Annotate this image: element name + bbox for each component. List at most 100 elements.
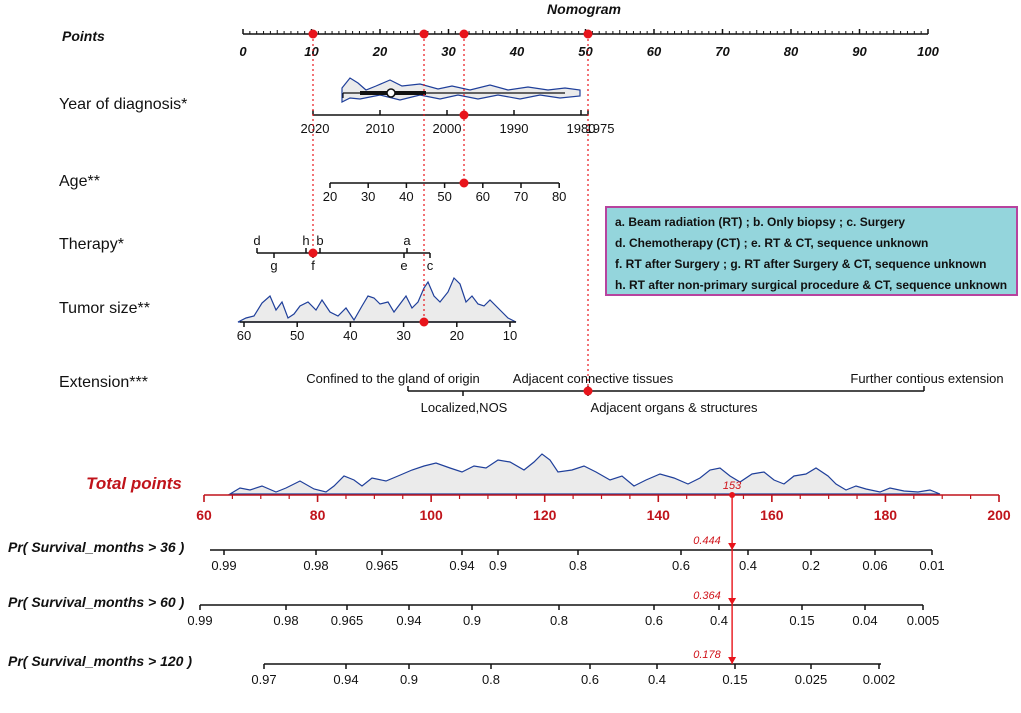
tumor-size-tick-label-1: 50	[290, 328, 304, 343]
outcome-1-tick-label-8: 0.15	[789, 613, 814, 628]
outcome-0-tick-label-2: 0.965	[366, 558, 399, 573]
therapy-top-label-1: h	[302, 233, 309, 248]
outcome-0-tick-label-8: 0.2	[802, 558, 820, 573]
extension-bottom-label-1: Adjacent organs & structures	[591, 400, 758, 415]
outcome-2-tick-label-6: 0.15	[722, 672, 747, 687]
outcome-0-tick-label-4: 0.9	[489, 558, 507, 573]
age-tick-label-5: 70	[514, 189, 528, 204]
legend-line-2: d. Chemotherapy (CT) ; e. RT & CT, seque…	[615, 236, 929, 250]
points-tick-label-9: 90	[852, 44, 867, 59]
outcome-0-tick-label-1: 0.98	[303, 558, 328, 573]
age-patient-marker	[459, 178, 469, 188]
outcome-0-tick-label-7: 0.4	[739, 558, 757, 573]
outcome-2-tick-label-0: 0.97	[251, 672, 276, 687]
legend-line-1: a. Beam radiation (RT) ; b. Only biopsy …	[615, 215, 906, 229]
age-tick-label-6: 80	[552, 189, 566, 204]
outcome-2-tick-label-3: 0.8	[482, 672, 500, 687]
total-points-tick-label-2: 100	[419, 507, 443, 523]
outcome-2-tick-label-2: 0.9	[400, 672, 418, 687]
points-tick-label-4: 40	[509, 44, 525, 59]
outcome-1-tick-label-3: 0.94	[396, 613, 421, 628]
points-tick-label-6: 60	[647, 44, 662, 59]
therapy-bottom-label-1: f	[311, 258, 315, 273]
therapy-bottom-label-3: c	[427, 258, 434, 273]
outcome-arrow-0	[728, 543, 737, 550]
year-tick-label-5: 1975	[586, 121, 615, 136]
points-tick-label-3: 30	[441, 44, 456, 59]
tumor-size-tick-label-5: 10	[503, 328, 517, 343]
age-label: Age**	[59, 173, 100, 190]
therapy-bottom-label-2: e	[400, 258, 407, 273]
therapy-patient-marker	[308, 248, 318, 258]
total-points-tick-label-0: 60	[196, 507, 212, 523]
age-tick-label-3: 50	[437, 189, 451, 204]
total-points-label: Total points	[86, 474, 182, 493]
therapy-bottom-label-0: g	[270, 258, 277, 273]
outcome-1-tick-label-2: 0.965	[331, 613, 364, 628]
therapy-top-label-2: b	[316, 233, 323, 248]
legend-line-3: f. RT after Surgery ; g. RT after Surger…	[615, 257, 987, 271]
points-marker-tumor-size	[419, 29, 429, 39]
outcome-1-tick-label-1: 0.98	[273, 613, 298, 628]
therapy-top-label-0: d	[253, 233, 260, 248]
outcome-0-tick-label-0: 0.99	[211, 558, 236, 573]
outcome-1-tick-label-4: 0.9	[463, 613, 481, 628]
outcome-arrow-1	[728, 598, 737, 605]
total-points-tick-label-7: 200	[987, 507, 1011, 523]
outcome-1-tick-label-9: 0.04	[852, 613, 877, 628]
outcome-1-tick-label-5: 0.8	[550, 613, 568, 628]
points-marker-extension	[583, 29, 593, 39]
points-tick-label-1: 10	[304, 44, 319, 59]
outcome-label-0: Pr( Survival_months > 36 )	[8, 539, 185, 555]
outcome-value-1: 0.364	[693, 590, 721, 602]
outcome-arrow-2	[728, 657, 737, 664]
extension-label: Extension***	[59, 374, 148, 391]
year-label: Year of diagnosis*	[59, 96, 187, 113]
therapy-top-label-3: a	[403, 233, 411, 248]
outcome-1-tick-label-0: 0.99	[187, 613, 212, 628]
outcome-0-tick-label-3: 0.94	[449, 558, 474, 573]
total-points-tick-label-5: 160	[760, 507, 784, 523]
tumor-size-tick-label-0: 60	[237, 328, 251, 343]
outcome-2-tick-label-5: 0.4	[648, 672, 666, 687]
points-marker-therapy	[308, 29, 318, 39]
year-tick-label-0: 2020	[301, 121, 330, 136]
total-points-tick-label-3: 120	[533, 507, 557, 523]
age-tick-label-0: 20	[323, 189, 337, 204]
points-tick-label-7: 70	[715, 44, 730, 59]
tumor-size-label: Tumor size**	[59, 300, 150, 317]
total-points-tick-label-1: 80	[310, 507, 326, 523]
outcome-label-2: Pr( Survival_months > 120 )	[8, 653, 192, 669]
year-density	[341, 77, 581, 103]
points-tick-label-0: 0	[239, 44, 247, 59]
points-tick-label-10: 100	[917, 44, 939, 59]
outcome-0-tick-label-5: 0.8	[569, 558, 587, 573]
year-tick-label-1: 2010	[366, 121, 395, 136]
age-tick-label-4: 60	[476, 189, 490, 204]
year-tick-label-3: 1990	[500, 121, 529, 136]
age-tick-label-2: 40	[399, 189, 413, 204]
tumor-size-tick-label-3: 30	[396, 328, 410, 343]
extension-bottom-label-0: Localized,NOS	[421, 400, 508, 415]
age-tick-label-1: 30	[361, 189, 375, 204]
total-points-patient-value: 153	[723, 480, 742, 492]
points-tick-label-2: 20	[372, 44, 388, 59]
outcome-value-2: 0.178	[693, 649, 721, 661]
points-tick-label-8: 80	[784, 44, 799, 59]
total-points-tick-label-4: 140	[647, 507, 671, 523]
tumor-size-patient-marker	[419, 317, 429, 327]
outcome-2-tick-label-8: 0.002	[863, 672, 896, 687]
outcome-0-tick-label-6: 0.6	[672, 558, 690, 573]
outcome-0-tick-label-9: 0.06	[862, 558, 887, 573]
outcome-value-0: 0.444	[693, 535, 721, 547]
outcome-2-tick-label-1: 0.94	[333, 672, 358, 687]
outcome-1-tick-label-10: 0.005	[907, 613, 940, 628]
legend-line-4: h. RT after non-primary surgical procedu…	[615, 278, 1008, 292]
outcome-label-1: Pr( Survival_months > 60 )	[8, 594, 185, 610]
tumor-size-tick-label-2: 40	[343, 328, 357, 343]
points-axis-label: Points	[62, 28, 105, 44]
tumor-size-density	[237, 276, 517, 323]
therapy-legend: a. Beam radiation (RT) ; b. Only biopsy …	[605, 206, 1018, 296]
points-marker-year-age	[459, 29, 469, 39]
